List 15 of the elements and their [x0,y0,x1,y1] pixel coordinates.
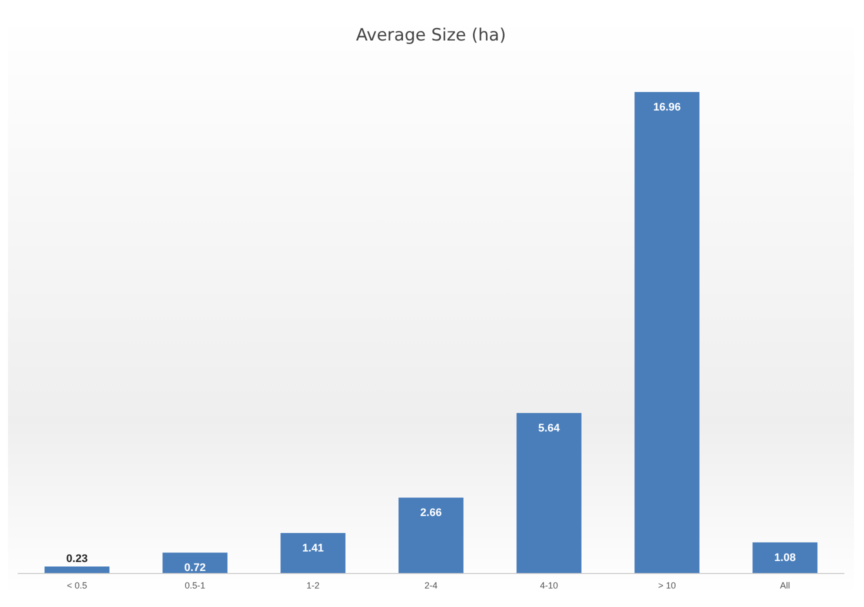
x-tick-label: 4-10 [540,580,558,590]
x-tick-label: All [780,580,790,590]
data-label: 5.64 [538,422,561,435]
data-label: 16.96 [653,102,681,114]
data-label: 2.66 [420,507,442,520]
x-tick-label: 2-4 [424,580,438,590]
chart-title: Average Size (ha) [356,26,506,46]
x-tick-label: > 10 [658,580,676,590]
x-tick-label: 1-2 [306,580,320,590]
x-tick-label: < 0.5 [66,580,88,590]
data-label: 1.08 [774,552,796,564]
data-label: 0.23 [66,552,88,565]
x-tick-label: 0.5-1 [184,580,206,590]
data-label: 1.41 [302,542,324,555]
data-label: 0.72 [184,562,206,574]
